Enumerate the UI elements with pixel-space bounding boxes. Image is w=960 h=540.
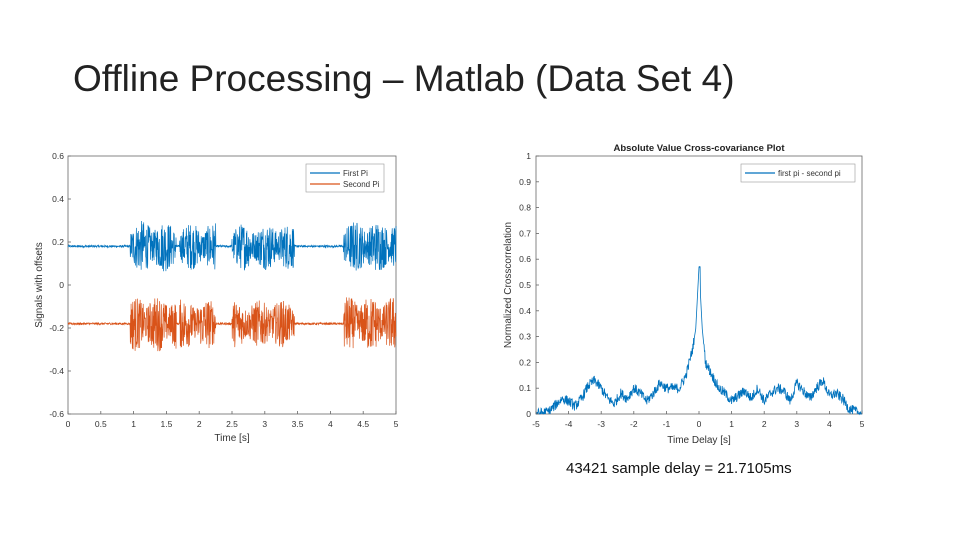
crosscovariance-y-tick-label-7: 0.3 (519, 332, 531, 342)
signals-y-tick-label-0: 0.6 (52, 151, 64, 161)
slide-title: Offline Processing – Matlab (Data Set 4) (73, 58, 735, 99)
signals-legend-label-1: First Pi (343, 169, 368, 178)
crosscovariance-legend-label: first pi - second pi (778, 169, 841, 178)
crosscovariance-y-tick-label-3: 0.7 (519, 228, 531, 238)
delay-caption: 43421 sample delay = 21.7105ms (566, 460, 792, 477)
signals-x-tick-label-6: 3 (262, 419, 267, 429)
crosscovariance-legend: first pi - second pi (740, 163, 856, 183)
crosscovariance-axes: -5 -4 -3 -2 -1 0 1 2 3 4 5 1 0.9 0.8 0.7 0.6 0.5 0.4 0.3 0.… (519, 151, 864, 429)
crosscovariance-x-tick-label-3: -2 (630, 419, 638, 429)
crosscovariance-title: Absolute Value Cross-covariance Plot (613, 143, 785, 154)
crosscovariance-y-tick-label-0: 1 (526, 151, 531, 161)
crosscovariance-y-tick-label-2: 0.8 (519, 203, 531, 213)
signals-legend: First Pi Second Pi (305, 163, 385, 193)
signals-series-group (67, 220, 397, 352)
signals-plot-area (67, 155, 397, 415)
crosscovariance-y-tick-label-10: 0 (526, 409, 531, 419)
signals-y-axis-label: Signals with offsets (34, 242, 45, 327)
signals-x-axis-label: Time [s] (214, 433, 249, 444)
crosscovariance-x-tick-label-2: -3 (597, 419, 605, 429)
signals-x-tick-label-0: 0 (66, 419, 71, 429)
crosscovariance-x-tick-label-10: 5 (860, 419, 865, 429)
signals-x-tick-label-1: 0.5 (95, 419, 107, 429)
signals-x-tick-label-4: 2 (197, 419, 202, 429)
signals-x-tick-label-9: 4.5 (357, 419, 369, 429)
signals-series-1-line (67, 220, 397, 272)
signals-y-tick-label-4: -0.2 (49, 323, 64, 333)
crosscovariance-x-tick-label-0: -5 (532, 419, 540, 429)
crosscovariance-plot-area (535, 155, 863, 415)
signals-plot-frame (67, 155, 397, 415)
signals-y-tick-label-6: -0.6 (49, 409, 64, 419)
crosscovariance-y-axis-label: Normalized Crosscorrelation (503, 222, 514, 348)
crosscovariance-x-axis-label: Time Delay [s] (667, 435, 731, 446)
crosscovariance-x-tick-label-1: -4 (565, 419, 573, 429)
crosscovariance-x-tick-label-5: 0 (697, 419, 702, 429)
signals-x-tick-label-3: 1.5 (160, 419, 172, 429)
signals-x-tick-label-2: 1 (131, 419, 136, 429)
crosscovariance-x-tick-label-8: 3 (794, 419, 799, 429)
crosscovariance-x-tick-label-7: 2 (762, 419, 767, 429)
crosscovariance-y-tick-label-6: 0.4 (519, 306, 531, 316)
signals-axes: 0 0.5 1 1.5 2 2.5 3 3.5 4 4.5 5 0.6 0.4 0.2 0 -0.2 -0.4 -… (49, 151, 398, 429)
signals-y-tick-label-5: -0.4 (49, 366, 64, 376)
crosscovariance-x-tick-label-9: 4 (827, 419, 832, 429)
crosscovariance-y-tick-label-1: 0.9 (519, 177, 531, 187)
crosscovariance-legend-box (740, 163, 856, 183)
crosscovariance-x-tick-label-6: 1 (729, 419, 734, 429)
signals-x-tick-label-10: 5 (394, 419, 399, 429)
crosscovariance-peak-point (698, 266, 701, 268)
crosscovariance-y-tick-label-9: 0.1 (519, 383, 531, 393)
signals-legend-label-2: Second Pi (343, 180, 380, 189)
crosscovariance-plot-frame (535, 155, 863, 415)
signals-y-tick-label-1: 0.4 (52, 194, 64, 204)
signals-y-tick-label-2: 0.2 (52, 237, 64, 247)
crosscovariance-y-tick-label-8: 0.2 (519, 357, 531, 367)
signals-y-tick-label-3: 0 (59, 280, 64, 290)
signals-x-tick-label-8: 4 (328, 419, 333, 429)
crosscovariance-x-tick-label-4: -1 (663, 419, 671, 429)
signals-x-tick-label-5: 2.5 (226, 419, 238, 429)
crosscovariance-y-tick-label-4: 0.6 (519, 254, 531, 264)
signals-legend-box (305, 163, 385, 193)
signals-series-2-line (67, 297, 397, 352)
signals-x-tick-label-7: 3.5 (292, 419, 304, 429)
crosscovariance-y-tick-label-5: 0.5 (519, 280, 531, 290)
crosscovariance-series-group (535, 266, 863, 416)
